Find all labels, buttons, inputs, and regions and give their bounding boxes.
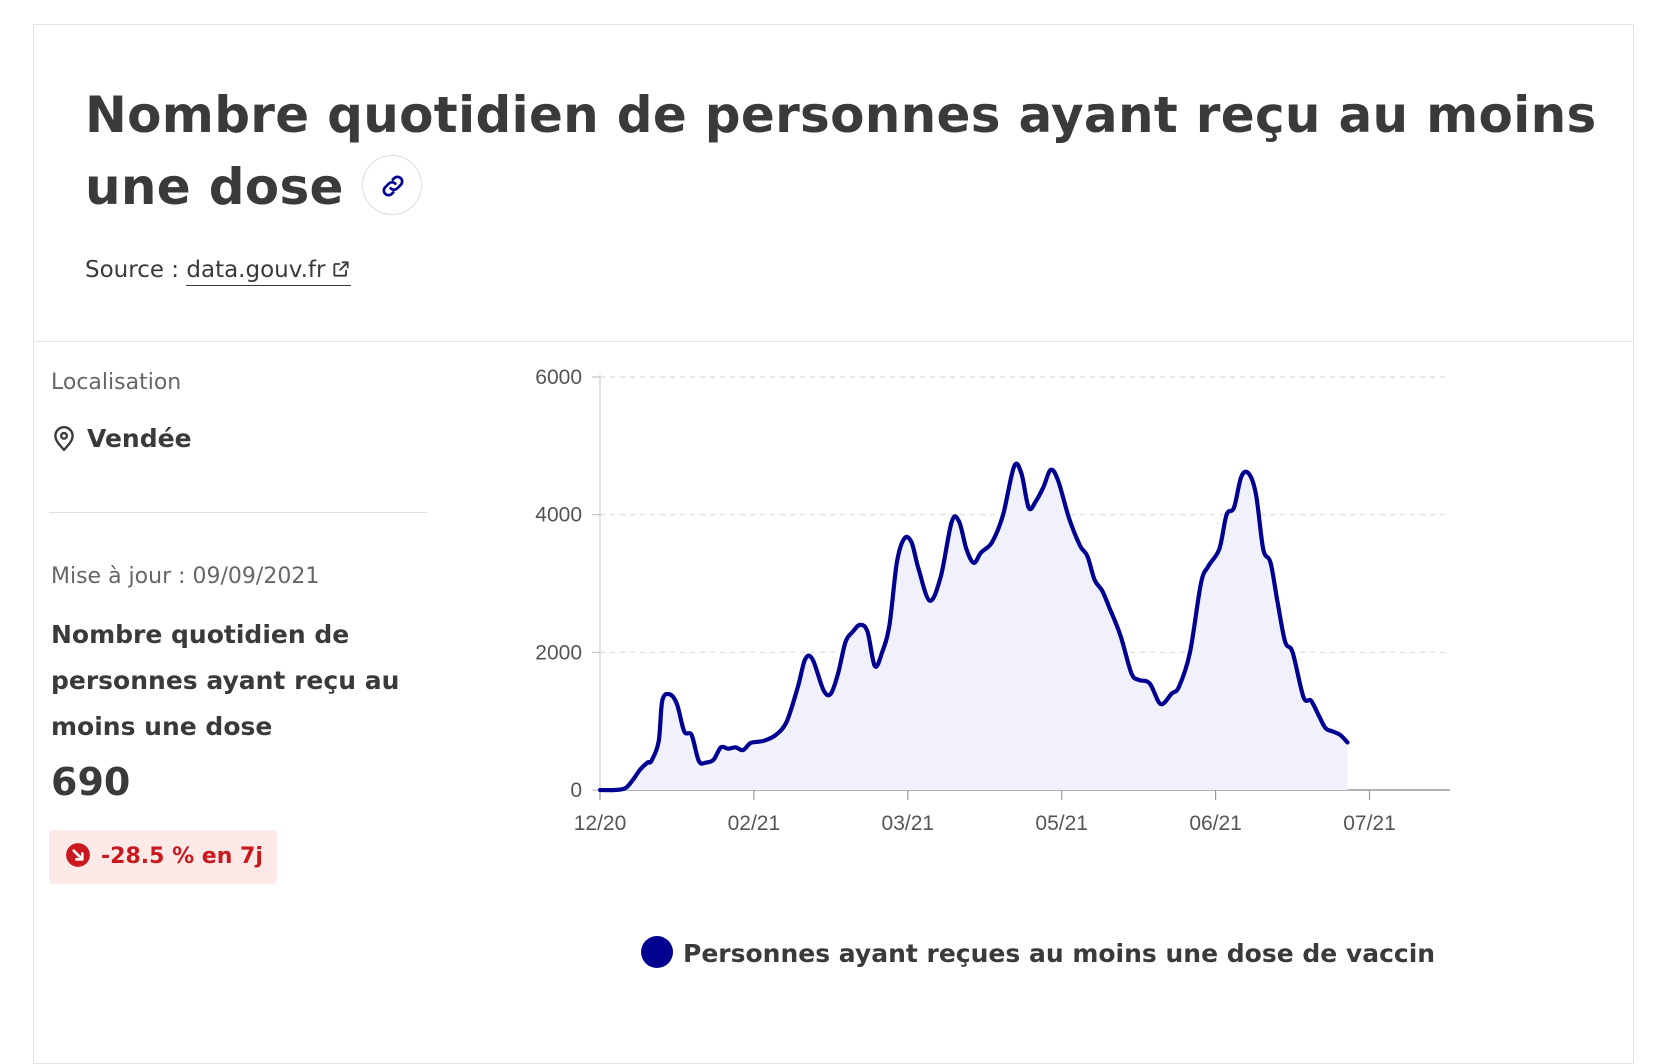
y-tick-label: 2000: [535, 641, 582, 664]
legend-label: Personnes ayant reçues au moins une dose…: [683, 939, 1436, 968]
indicator-name: Nombre quotidien de personnes ayant reçu…: [51, 620, 400, 741]
x-tick-label: 03/21: [882, 812, 935, 835]
arrow-down-right-icon: [66, 843, 90, 867]
series-area: [600, 463, 1348, 791]
panel-divider: [49, 512, 427, 513]
legend-marker: [641, 936, 673, 968]
update-date: Mise à jour : 09/09/2021: [51, 564, 320, 589]
page-title: Nombre quotidien de personnes ayant reçu…: [85, 79, 1605, 223]
x-tick-label: 12/20: [574, 812, 627, 835]
location-value: Vendée: [87, 424, 192, 453]
card-header: Nombre quotidien de personnes ayant reçu…: [34, 25, 1633, 342]
trend-text: -28.5 % en 7j: [101, 844, 263, 869]
x-tick-label: 05/21: [1035, 812, 1088, 835]
x-tick-label: 06/21: [1189, 812, 1242, 835]
page-title-text: Nombre quotidien de personnes ayant reçu…: [85, 86, 1597, 216]
copy-link-button[interactable]: [361, 154, 422, 215]
x-tick-label: 07/21: [1343, 812, 1396, 835]
external-link-icon: [333, 261, 350, 277]
trend-badge: -28.5 % en 7j: [49, 830, 277, 884]
location-label: Localisation: [51, 370, 182, 395]
source-line: Source : data.gouv.fr: [85, 257, 352, 286]
y-tick-label: 6000: [535, 366, 582, 389]
chart-legend: Personnes ayant reçues au moins une dose…: [641, 936, 1435, 968]
indicator-card: Nombre quotidien de personnes ayant reçu…: [33, 24, 1634, 1064]
link-icon: [382, 175, 404, 196]
indicator-value: 690: [51, 760, 131, 804]
source-link[interactable]: data.gouv.fr: [186, 257, 352, 286]
source-link-text: data.gouv.fr: [186, 257, 326, 283]
source-label: Source :: [85, 257, 180, 283]
y-tick-label: 0: [570, 779, 582, 802]
location-selector[interactable]: Vendée: [51, 424, 192, 453]
vaccination-chart: 0 2000 4000 6000 12/20 02/21 03/21 05/21 06/21 07…: [535, 366, 1450, 835]
map-pin-icon: [54, 426, 74, 452]
x-tick-label: 02/21: [728, 812, 781, 835]
y-tick-label: 4000: [535, 504, 582, 527]
series-line: [597, 461, 1350, 793]
